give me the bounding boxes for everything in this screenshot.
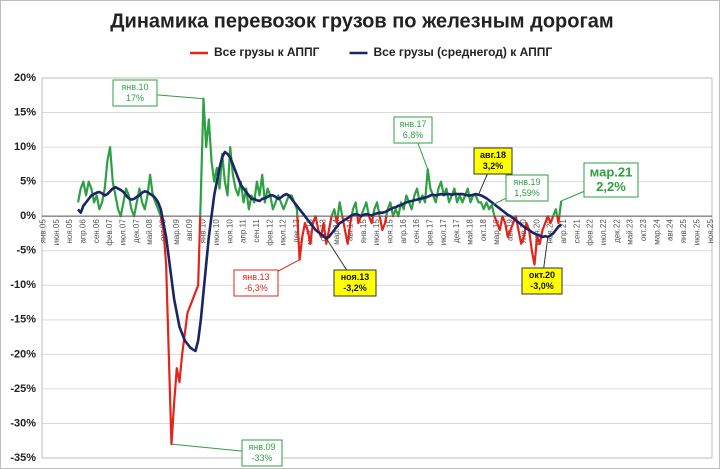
x-tick-label: мар.19 xyxy=(492,219,501,245)
x-tick-label: янв.20 xyxy=(519,219,528,244)
annotation-text: янв.09 xyxy=(248,442,275,452)
x-tick-label: апр.21 xyxy=(559,219,568,244)
y-tick-label: -10% xyxy=(10,279,36,291)
y-tick-label: -25% xyxy=(10,383,36,395)
x-tick-label: сен.11 xyxy=(252,219,261,243)
annotation-text: янв.10 xyxy=(121,82,148,92)
x-tick-label: апр.16 xyxy=(399,219,408,244)
annotation-text: 6,8% xyxy=(403,130,424,140)
annotation-text: -6,3% xyxy=(244,283,268,293)
plot-frame xyxy=(41,77,713,459)
x-tick-label: окт.23 xyxy=(639,219,648,241)
y-tick-label: 10% xyxy=(14,141,36,153)
x-tick-label: фев.17 xyxy=(425,219,434,246)
annotation-box xyxy=(505,174,549,202)
x-tick-label: июл.07 xyxy=(119,219,128,246)
annotation-text: янв.19 xyxy=(513,177,540,187)
y-tick-label: -15% xyxy=(10,314,36,326)
legend-label: Все грузы к АППГ xyxy=(214,45,320,59)
y-tick-label: 20% xyxy=(14,72,36,84)
annotation-box xyxy=(521,267,563,295)
annotation-box xyxy=(112,79,158,107)
x-tick-label: июл.22 xyxy=(599,219,608,246)
x-tick-label: май.08 xyxy=(145,219,154,245)
x-tick-label: фев.07 xyxy=(105,219,114,246)
x-tick-label: май.18 xyxy=(466,219,475,245)
x-tick-label: мар.14 xyxy=(332,219,341,245)
annotation-text: 1,59% xyxy=(514,188,540,198)
x-tick-label: янв.10 xyxy=(199,219,208,244)
annotation-text: 2,2% xyxy=(596,179,626,194)
annotation-text: ноя.13 xyxy=(341,272,370,282)
x-tick-label: ноя.10 xyxy=(225,219,234,244)
legend-label: Все грузы (среднегод) к АППГ xyxy=(373,45,552,59)
y-tick-label: 5% xyxy=(20,176,36,188)
x-tick-label: авг.09 xyxy=(185,219,194,241)
x-tick-label: апр.11 xyxy=(239,219,248,243)
x-tick-label: апр.06 xyxy=(78,219,87,244)
x-tick-label: июн.05 xyxy=(52,219,61,246)
y-tick-label: -20% xyxy=(10,348,36,360)
x-tick-label: ноя.15 xyxy=(385,219,394,244)
x-tick-label: дек.07 xyxy=(132,219,141,243)
x-tick-label: май.13 xyxy=(305,219,314,245)
annotation-text: мар.21 xyxy=(590,165,633,180)
x-tick-label: дек.12 xyxy=(292,219,301,243)
annotation-text: 17% xyxy=(126,93,144,103)
annotation-text: авг.18 xyxy=(480,150,506,160)
x-tick-label: ноя.25 xyxy=(706,219,715,244)
x-tick-label: авг.24 xyxy=(666,219,675,241)
x-tick-label: май.23 xyxy=(626,219,635,245)
x-tick-label: окт.18 xyxy=(479,219,488,241)
annotation-box xyxy=(333,269,377,297)
x-tick-label: янв.05 xyxy=(38,219,47,244)
x-tick-label: янв.15 xyxy=(359,219,368,244)
x-tick-label: фев.12 xyxy=(265,219,274,246)
x-tick-label: дек.22 xyxy=(612,219,621,243)
y-tick-label: 15% xyxy=(14,106,36,118)
annotation-text: янв.13 xyxy=(242,272,269,282)
x-tick-label: июл.17 xyxy=(439,219,448,246)
x-tick-label: июн.15 xyxy=(372,219,381,246)
y-tick-label: -35% xyxy=(10,452,36,464)
annotation-text: -3,0% xyxy=(530,281,554,291)
annotation-text: -3,2% xyxy=(343,283,367,293)
series-line xyxy=(77,150,562,353)
x-tick-label: мар.24 xyxy=(652,219,661,245)
y-tick-label: -5% xyxy=(16,245,36,257)
y-tick-label: 0% xyxy=(20,210,36,222)
y-tick-label: -30% xyxy=(10,417,36,429)
x-tick-label: сен.21 xyxy=(572,219,581,244)
annotation-box xyxy=(241,439,283,467)
annotation-box xyxy=(583,162,639,198)
x-tick-label: сен.16 xyxy=(412,219,421,244)
x-tick-label: ноя.20 xyxy=(546,219,555,244)
x-tick-label: июн.25 xyxy=(692,219,701,246)
annotation-text: 3,2% xyxy=(483,161,504,171)
x-tick-label: сен.06 xyxy=(92,219,101,244)
x-tick-label: ноя.05 xyxy=(65,219,74,244)
annotation-box xyxy=(393,116,433,144)
x-tick-label: дек.17 xyxy=(452,219,461,243)
annotation-text: янв.17 xyxy=(399,119,426,129)
annotation-box xyxy=(233,269,279,297)
x-tick-label: мар.09 xyxy=(172,219,181,245)
x-tick-label: янв.25 xyxy=(679,219,688,244)
annotation-text: окт.20 xyxy=(529,270,555,280)
x-tick-label: фев.22 xyxy=(586,219,595,246)
chart-title: Динамика перевозок грузов по железным до… xyxy=(110,10,613,32)
x-tick-label: июн.10 xyxy=(212,219,221,246)
annotation-text: -33% xyxy=(251,453,272,463)
annotation-box xyxy=(473,147,513,175)
x-tick-label: июл.12 xyxy=(279,219,288,246)
x-tick-label: июн.20 xyxy=(532,219,541,246)
